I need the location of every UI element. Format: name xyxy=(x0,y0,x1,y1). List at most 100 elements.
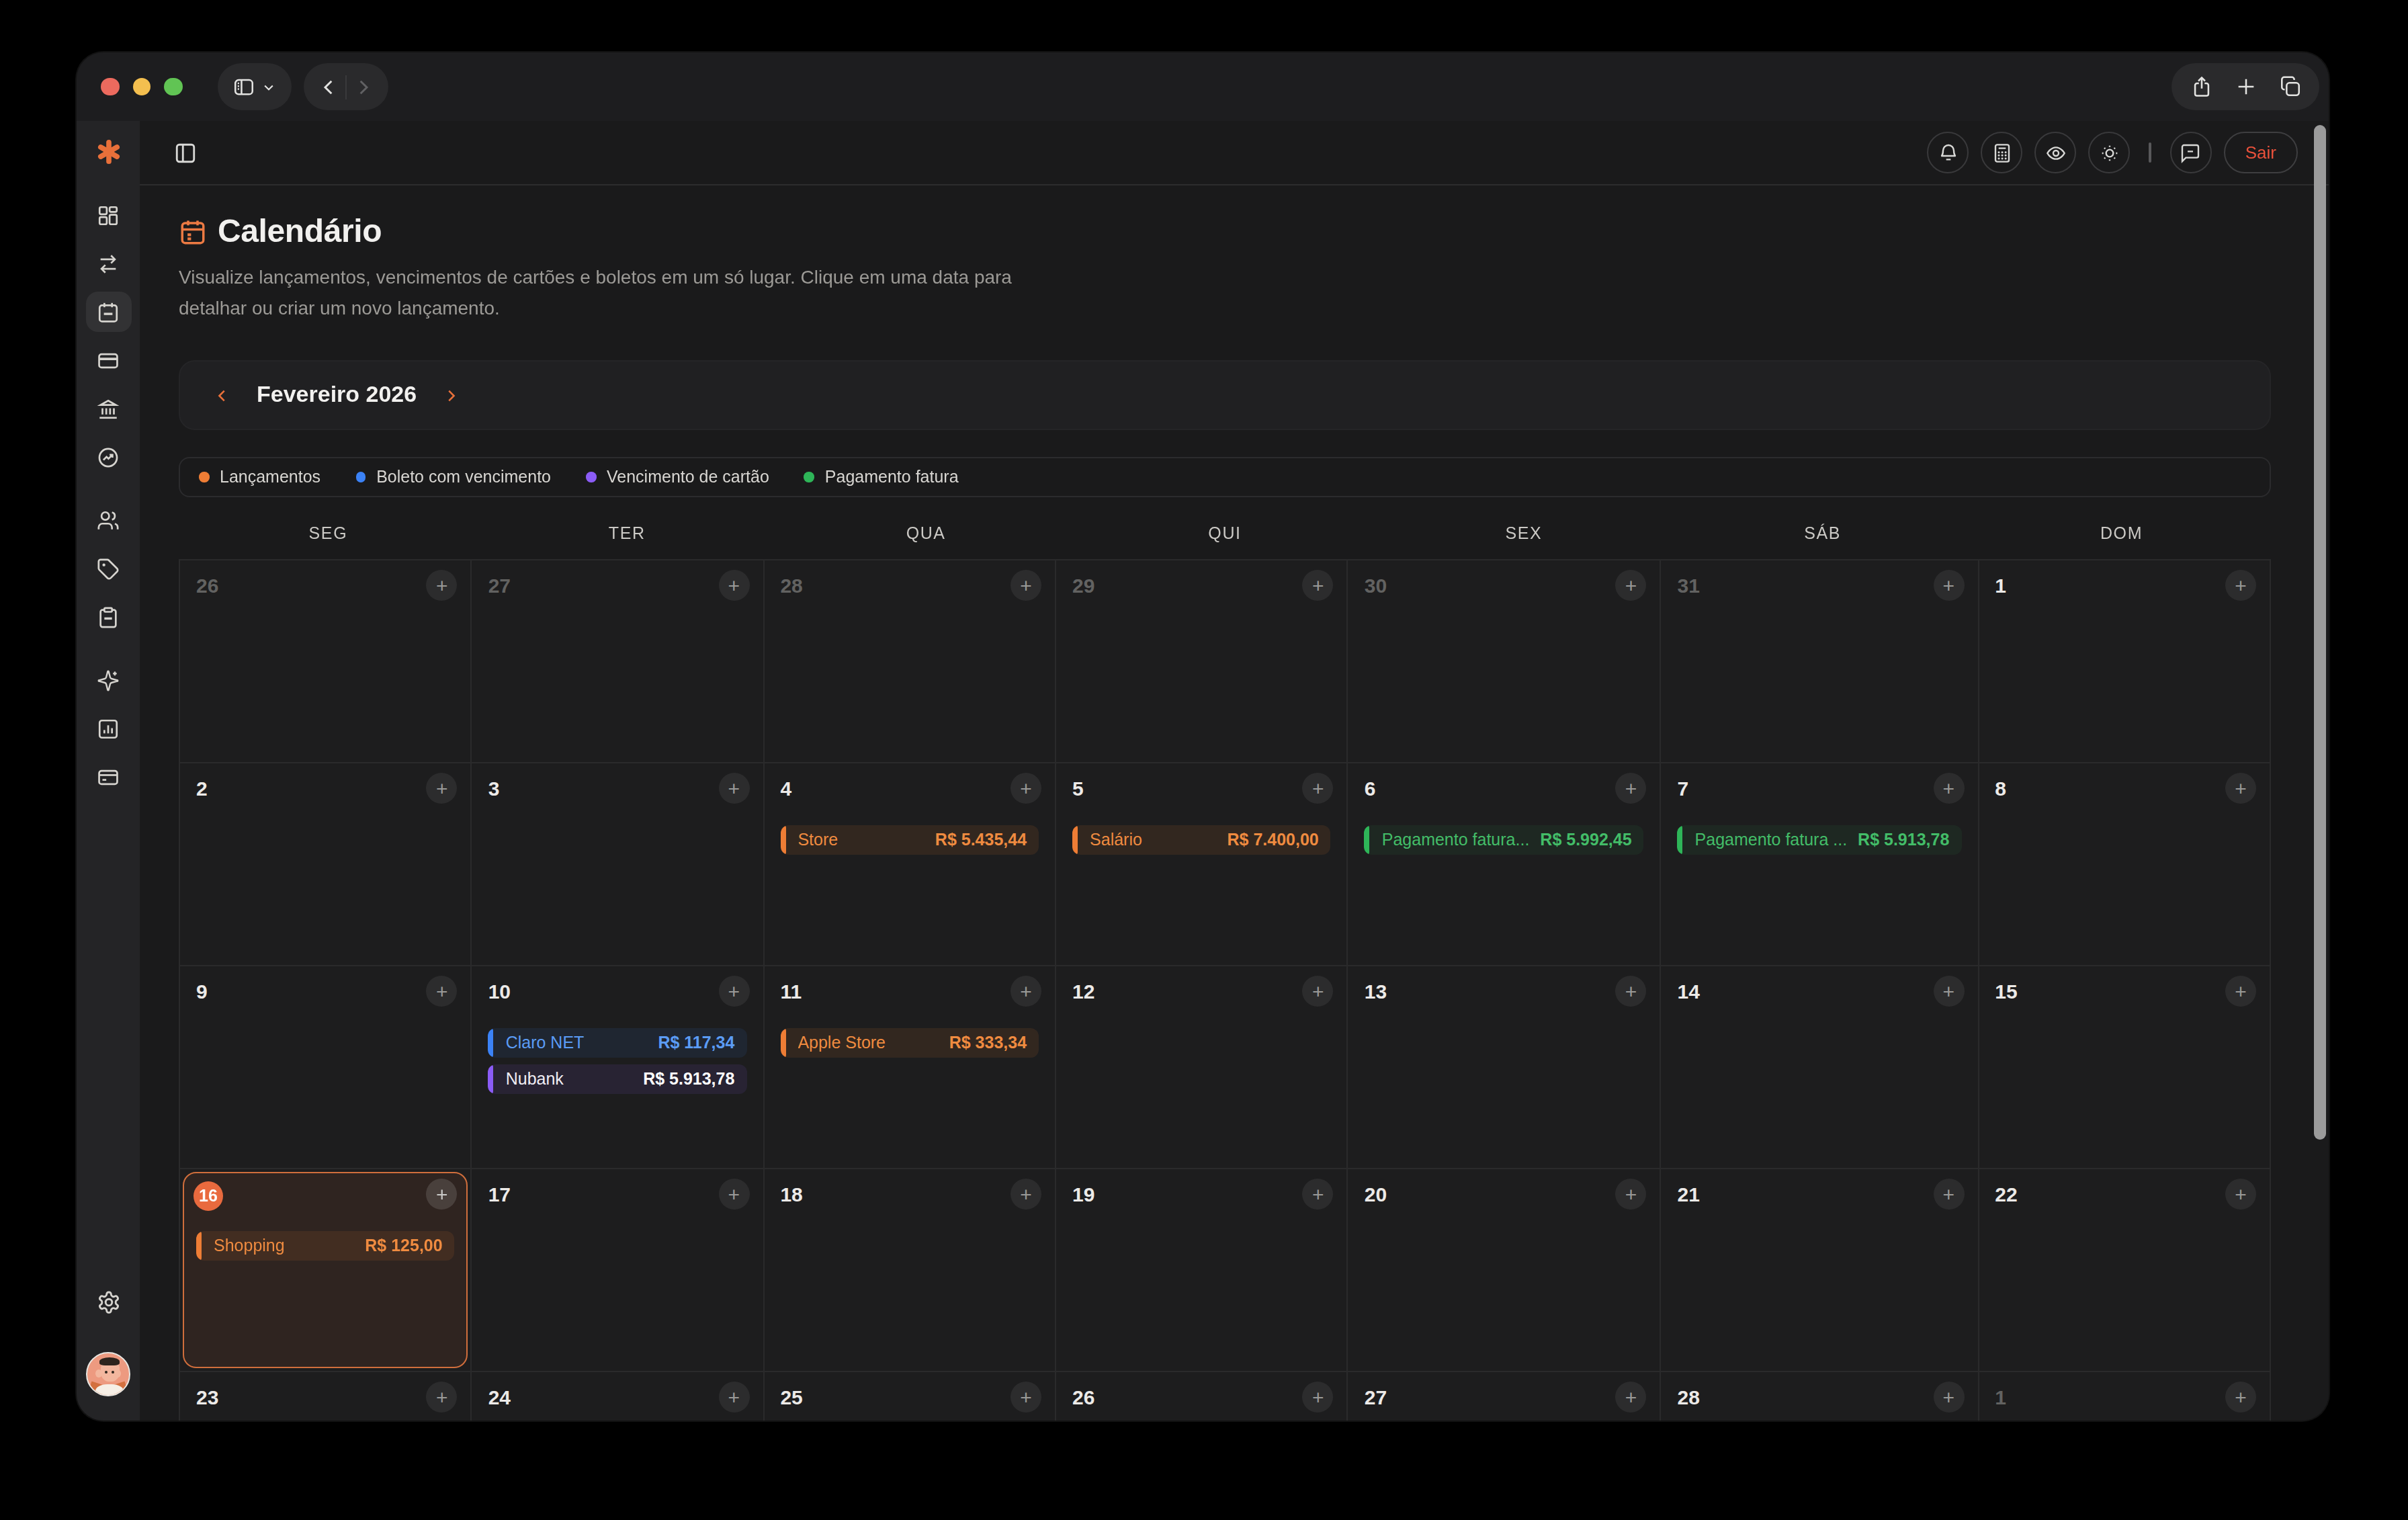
calendar-day-cell[interactable]: 27+ xyxy=(1348,1372,1662,1421)
calendar-day-cell[interactable]: 2+ xyxy=(180,763,472,966)
forward-button[interactable] xyxy=(351,76,373,97)
sidebar-item-wallet[interactable] xyxy=(85,757,131,797)
add-event-button[interactable]: + xyxy=(2225,1382,2256,1412)
sidebar-item-bank[interactable] xyxy=(85,388,131,429)
event-pill[interactable]: NubankR$ 5.913,78 xyxy=(488,1064,747,1094)
logout-button[interactable]: Sair xyxy=(2224,132,2298,173)
add-event-button[interactable]: + xyxy=(2225,1179,2256,1210)
user-avatar[interactable] xyxy=(86,1352,130,1396)
back-button[interactable] xyxy=(318,76,339,97)
sidebar-item-cards[interactable] xyxy=(85,340,131,380)
sidebar-item-tags[interactable] xyxy=(85,548,131,589)
calendar-day-cell[interactable]: 29+ xyxy=(1056,560,1348,763)
event-pill[interactable]: ShoppingR$ 125,00 xyxy=(196,1231,455,1261)
calendar-day-cell[interactable]: 10+Claro NETR$ 117,34NubankR$ 5.913,78 xyxy=(472,966,765,1169)
add-event-button[interactable]: + xyxy=(1010,570,1041,601)
add-event-button[interactable]: + xyxy=(1616,1382,1647,1412)
share-icon[interactable] xyxy=(2190,75,2212,98)
calendar-day-cell[interactable]: 5+SalárioR$ 7.400,00 xyxy=(1056,763,1348,966)
calendar-day-cell[interactable]: 14+ xyxy=(1662,966,1979,1169)
calendar-day-cell[interactable]: 18+ xyxy=(764,1169,1056,1372)
event-pill[interactable]: SalárioR$ 7.400,00 xyxy=(1072,825,1331,855)
add-event-button[interactable]: + xyxy=(1616,976,1647,1007)
event-pill[interactable]: Apple StoreR$ 333,34 xyxy=(780,1028,1039,1058)
add-event-button[interactable]: + xyxy=(427,1179,458,1210)
add-event-button[interactable]: + xyxy=(718,1382,749,1412)
calendar-day-cell[interactable]: 4+StoreR$ 5.435,44 xyxy=(764,763,1056,966)
event-pill[interactable]: StoreR$ 5.435,44 xyxy=(780,825,1039,855)
sidebar-item-goals[interactable] xyxy=(85,437,131,477)
add-event-button[interactable]: + xyxy=(1010,976,1041,1007)
event-pill[interactable]: Claro NETR$ 117,34 xyxy=(488,1028,747,1058)
add-event-button[interactable]: + xyxy=(1616,1179,1647,1210)
calendar-day-cell[interactable]: 1+ xyxy=(1979,560,2271,763)
calendar-day-cell[interactable]: 7+Pagamento fatura ...R$ 5.913,78 xyxy=(1662,763,1979,966)
privacy-button[interactable] xyxy=(2035,132,2077,173)
calendar-day-cell[interactable]: 31+ xyxy=(1662,560,1979,763)
sidebar-item-dashboard[interactable] xyxy=(85,195,131,235)
add-event-button[interactable]: + xyxy=(1933,976,1964,1007)
calendar-day-cell[interactable]: 27+ xyxy=(472,560,765,763)
calendar-day-cell[interactable]: 28+ xyxy=(1662,1372,1979,1421)
calendar-day-cell[interactable]: 13+ xyxy=(1348,966,1662,1169)
sidebar-toggle-button[interactable] xyxy=(217,63,291,110)
sidebar-item-reports[interactable] xyxy=(85,708,131,749)
tab-overview-icon[interactable] xyxy=(2278,75,2301,98)
add-event-button[interactable]: + xyxy=(1010,773,1041,804)
add-event-button[interactable]: + xyxy=(718,1179,749,1210)
add-event-button[interactable]: + xyxy=(2225,773,2256,804)
calendar-day-cell[interactable]: 1+ xyxy=(1979,1372,2271,1421)
theme-button[interactable] xyxy=(2089,132,2131,173)
add-event-button[interactable]: + xyxy=(1933,1179,1964,1210)
add-event-button[interactable]: + xyxy=(1303,570,1334,601)
calendar-day-cell[interactable]: 6+Pagamento fatura...R$ 5.992,45 xyxy=(1348,763,1662,966)
calendar-day-cell[interactable]: 16+ShoppingR$ 125,00 xyxy=(180,1169,472,1372)
add-event-button[interactable]: + xyxy=(1616,570,1647,601)
calendar-day-cell[interactable]: 22+ xyxy=(1979,1169,2271,1372)
calendar-day-cell[interactable]: 15+ xyxy=(1979,966,2271,1169)
next-month-button[interactable] xyxy=(438,382,464,408)
calendar-day-cell[interactable]: 20+ xyxy=(1348,1169,1662,1372)
calendar-day-cell[interactable]: 26+ xyxy=(180,560,472,763)
prev-month-button[interactable] xyxy=(210,382,235,408)
zoom-button[interactable] xyxy=(164,78,182,96)
notifications-button[interactable] xyxy=(1928,132,1969,173)
add-event-button[interactable]: + xyxy=(718,570,749,601)
calendar-day-cell[interactable]: 24+ xyxy=(472,1372,765,1421)
add-event-button[interactable]: + xyxy=(1933,773,1964,804)
sidebar-item-transfers[interactable] xyxy=(85,243,131,284)
sidebar-item-calendar[interactable] xyxy=(85,292,131,332)
calendar-day-cell[interactable]: 3+ xyxy=(472,763,765,966)
calendar-day-cell[interactable]: 11+Apple StoreR$ 333,34 xyxy=(764,966,1056,1169)
add-event-button[interactable]: + xyxy=(427,570,458,601)
add-event-button[interactable]: + xyxy=(1303,1382,1334,1412)
calendar-day-cell[interactable]: 9+ xyxy=(180,966,472,1169)
sidebar-item-planner[interactable] xyxy=(85,597,131,637)
calendar-day-cell[interactable]: 21+ xyxy=(1662,1169,1979,1372)
add-event-button[interactable]: + xyxy=(1303,976,1334,1007)
minimize-button[interactable] xyxy=(132,78,150,96)
calendar-day-cell[interactable]: 12+ xyxy=(1056,966,1348,1169)
add-event-button[interactable]: + xyxy=(427,773,458,804)
add-event-button[interactable]: + xyxy=(1933,570,1964,601)
add-event-button[interactable]: + xyxy=(1010,1382,1041,1412)
add-event-button[interactable]: + xyxy=(1933,1382,1964,1412)
add-event-button[interactable]: + xyxy=(2225,976,2256,1007)
add-event-button[interactable]: + xyxy=(718,976,749,1007)
feedback-button[interactable] xyxy=(2170,132,2212,173)
add-event-button[interactable]: + xyxy=(427,1382,458,1412)
add-event-button[interactable]: + xyxy=(1616,773,1647,804)
new-tab-icon[interactable] xyxy=(2234,75,2257,98)
calendar-day-cell[interactable]: 17+ xyxy=(472,1169,765,1372)
calendar-day-cell[interactable]: 28+ xyxy=(764,560,1056,763)
calendar-day-cell[interactable]: 19+ xyxy=(1056,1169,1348,1372)
calendar-day-cell[interactable]: 25+ xyxy=(764,1372,1056,1421)
add-event-button[interactable]: + xyxy=(1303,773,1334,804)
calendar-day-cell[interactable]: 26+ xyxy=(1056,1372,1348,1421)
calendar-day-cell[interactable]: 8+ xyxy=(1979,763,2271,966)
sidebar-item-ai[interactable] xyxy=(85,660,131,700)
calculator-button[interactable] xyxy=(1981,132,2023,173)
close-button[interactable] xyxy=(101,78,119,96)
add-event-button[interactable]: + xyxy=(718,773,749,804)
calendar-day-cell[interactable]: 30+ xyxy=(1348,560,1662,763)
